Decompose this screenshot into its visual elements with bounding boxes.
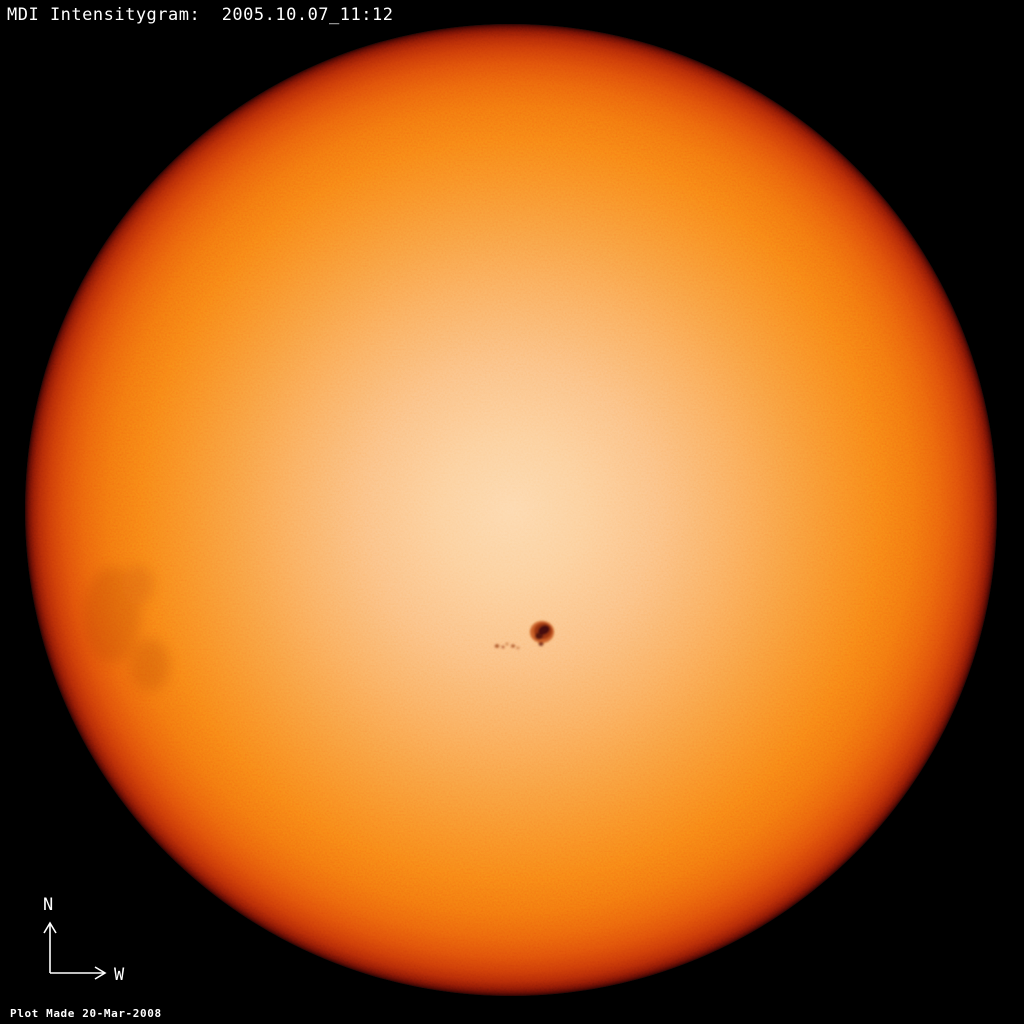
sunspot [516, 646, 520, 650]
sunspot [538, 625, 550, 635]
sunspot [538, 642, 544, 646]
compass-arrows [43, 921, 107, 980]
north-label: N [43, 895, 53, 915]
faculae-region [84, 565, 170, 691]
sunspot [535, 632, 543, 640]
north-arrow-head [43, 921, 57, 934]
sunspot [511, 644, 515, 648]
west-arrow-head [94, 966, 107, 980]
granulation-texture [25, 24, 997, 996]
compass: N W [43, 895, 125, 985]
sunspot-group [494, 621, 554, 650]
plot-made-label: Plot Made 20-Mar-2008 [10, 1007, 162, 1020]
image-title: MDI Intensitygram: 2005.10.07_11:12 [7, 5, 394, 25]
sunspot [501, 645, 505, 649]
sunspot [505, 642, 509, 646]
west-label: W [114, 965, 125, 985]
sunspot [494, 644, 500, 648]
